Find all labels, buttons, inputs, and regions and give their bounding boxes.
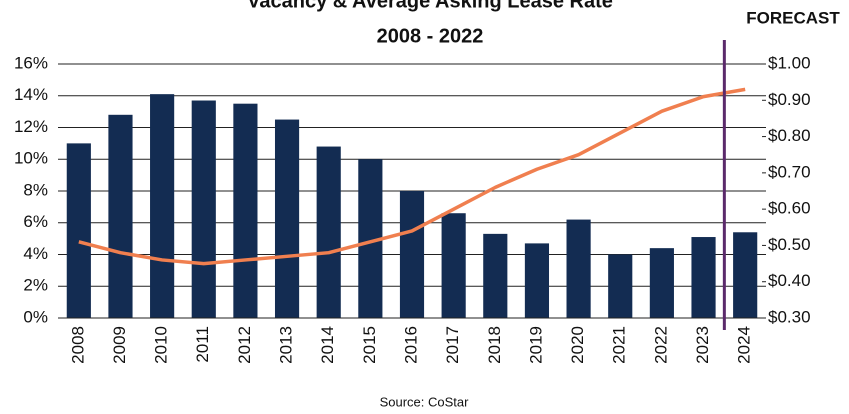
x-tick-label: 2013 xyxy=(277,326,296,364)
y2-tick-label: $0.30 xyxy=(768,307,811,326)
y-tick-label: 8% xyxy=(23,180,48,199)
y-tick-label: 12% xyxy=(14,117,48,136)
y-tick-label: 6% xyxy=(23,212,48,231)
y-tick-label: 2% xyxy=(23,276,48,295)
x-tick-label: 2018 xyxy=(485,326,504,364)
y2-tick-label: $0.40 xyxy=(768,271,811,290)
bar xyxy=(566,219,591,318)
x-tick-label: 2017 xyxy=(443,326,462,364)
bar xyxy=(733,232,758,318)
bar xyxy=(649,248,674,318)
bar xyxy=(233,103,258,318)
bar xyxy=(441,213,466,318)
bar xyxy=(316,146,341,318)
y-tick-label: 16% xyxy=(14,53,48,72)
x-tick-label: 2020 xyxy=(568,326,587,364)
y2-tick-label: $1.00 xyxy=(768,53,811,72)
x-tick-label: 2009 xyxy=(110,326,129,364)
y-tick-label: 4% xyxy=(23,244,48,263)
line xyxy=(78,87,746,266)
y2-tick-label: $0.50 xyxy=(768,235,811,254)
x-tick-label: 2016 xyxy=(401,326,420,364)
x-tick-label: 2023 xyxy=(693,326,712,364)
x-tick-label: 2014 xyxy=(318,326,337,364)
x-tick-label: 2021 xyxy=(610,326,629,364)
bar xyxy=(691,237,716,318)
y2-tick-label: $0.80 xyxy=(768,126,811,145)
bar xyxy=(191,100,216,318)
y-tick-label: 14% xyxy=(14,85,48,104)
y2-tick-label: $0.60 xyxy=(768,199,811,218)
bar xyxy=(66,143,91,318)
chart-title: Vacancy & Average Asking Lease Rate xyxy=(247,0,613,12)
y-tick-label: 10% xyxy=(14,149,48,168)
y2-tick-label: $0.90 xyxy=(768,90,811,109)
bar xyxy=(483,233,508,318)
bar xyxy=(150,94,175,318)
x-tick-label: 2011 xyxy=(193,326,212,363)
bar xyxy=(524,243,550,318)
x-tick-label: 2019 xyxy=(526,326,545,364)
y-tick-label: 0% xyxy=(23,307,48,326)
bar xyxy=(399,191,425,318)
bar xyxy=(108,114,133,318)
x-tick-label: 2012 xyxy=(235,326,254,364)
bar xyxy=(274,119,300,318)
source: Source: CoStar xyxy=(380,394,470,409)
x-tick-label: 2022 xyxy=(651,326,670,364)
x-tick-label: 2015 xyxy=(360,326,379,364)
bar xyxy=(608,254,633,318)
chart-subtitle: 2008 - 2022 xyxy=(377,25,484,47)
forecast-label: FORECAST xyxy=(746,8,840,27)
x-tick-label: 2010 xyxy=(152,326,171,364)
x-tick-label: 2008 xyxy=(68,326,87,364)
x-tick-label: 2024 xyxy=(735,326,754,364)
y2-tick-label: $0.70 xyxy=(768,162,811,181)
